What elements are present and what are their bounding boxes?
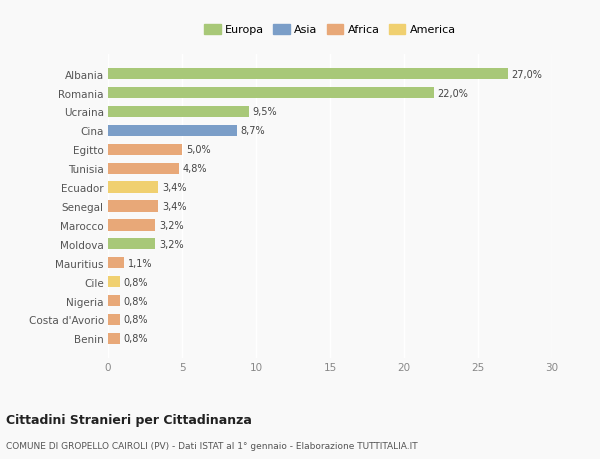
Bar	[108, 182, 158, 193]
Bar	[108, 201, 158, 212]
Text: 22,0%: 22,0%	[437, 89, 468, 98]
Bar	[108, 239, 155, 250]
Bar	[108, 276, 120, 288]
Bar	[108, 106, 248, 118]
Text: 3,2%: 3,2%	[159, 220, 184, 230]
Text: 0,8%: 0,8%	[124, 277, 148, 287]
Text: 3,4%: 3,4%	[162, 202, 187, 212]
Legend: Europa, Asia, Africa, America: Europa, Asia, Africa, America	[201, 21, 459, 39]
Text: 1,1%: 1,1%	[128, 258, 152, 268]
Text: COMUNE DI GROPELLO CAIROLI (PV) - Dati ISTAT al 1° gennaio - Elaborazione TUTTIT: COMUNE DI GROPELLO CAIROLI (PV) - Dati I…	[6, 441, 418, 450]
Text: 9,5%: 9,5%	[252, 107, 277, 117]
Bar	[108, 295, 120, 307]
Text: 0,8%: 0,8%	[124, 334, 148, 344]
Text: 0,8%: 0,8%	[124, 296, 148, 306]
Bar	[108, 220, 155, 231]
Bar	[108, 69, 508, 80]
Bar	[108, 163, 179, 174]
Text: 3,2%: 3,2%	[159, 239, 184, 249]
Bar	[108, 125, 237, 137]
Text: 0,8%: 0,8%	[124, 315, 148, 325]
Bar	[108, 333, 120, 344]
Text: 5,0%: 5,0%	[186, 145, 211, 155]
Bar	[108, 88, 434, 99]
Text: 4,8%: 4,8%	[183, 164, 207, 174]
Text: 8,7%: 8,7%	[241, 126, 265, 136]
Text: 27,0%: 27,0%	[511, 69, 542, 79]
Text: 3,4%: 3,4%	[162, 183, 187, 193]
Bar	[108, 314, 120, 325]
Text: Cittadini Stranieri per Cittadinanza: Cittadini Stranieri per Cittadinanza	[6, 413, 252, 426]
Bar	[108, 144, 182, 156]
Bar	[108, 257, 124, 269]
